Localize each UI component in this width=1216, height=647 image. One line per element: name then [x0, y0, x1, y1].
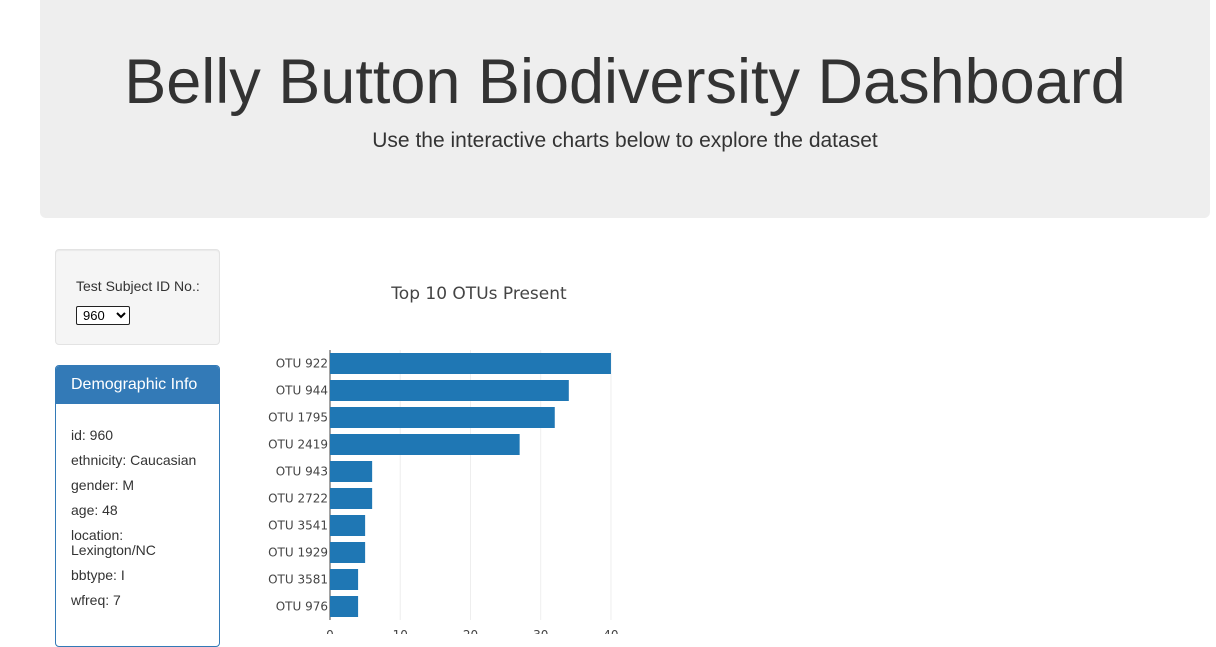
bar-otu-3581[interactable]: [330, 569, 359, 590]
x-tick-label: 30: [533, 628, 548, 634]
page-subtitle: Use the interactive charts below to expl…: [372, 129, 878, 152]
x-tick-label: 40: [603, 628, 618, 634]
bar-otu-976[interactable]: [330, 596, 359, 617]
demographic-info-body: id: 960 ethnicity: Caucasian gender: M a…: [56, 404, 219, 608]
y-tick-label: OTU 943: [276, 465, 328, 479]
header-jumbotron: Belly Button Biodiversity Dashboard Use …: [40, 0, 1210, 218]
bar-otu-1795[interactable]: [330, 407, 555, 428]
bar-otu-943[interactable]: [330, 461, 373, 482]
x-tick-label: 20: [463, 628, 478, 634]
subject-id-dropdown[interactable]: 960: [76, 306, 130, 325]
y-tick-label: OTU 922: [276, 357, 328, 371]
bar-otu-922[interactable]: [330, 353, 611, 374]
page-title: Belly Button Biodiversity Dashboard: [124, 47, 1126, 117]
demographic-info-heading: Demographic Info: [56, 366, 219, 404]
x-tick-label: 10: [393, 628, 408, 634]
demo-row-bbtype: bbtype: I: [71, 567, 125, 583]
bar-otu-2419[interactable]: [330, 434, 520, 455]
chart-title: Top 10 OTUs Present: [390, 284, 567, 304]
top-otus-bar-chart-svg[interactable]: Top 10 OTUs Present 0 10 20 30 40 OTU 922 OTU …: [250, 270, 650, 634]
demo-row-age: age: 48: [71, 502, 118, 518]
y-tick-label: OTU 1929: [268, 546, 328, 560]
demo-row-gender: gender: M: [71, 477, 135, 493]
bar-otu-3541[interactable]: [330, 515, 366, 536]
y-tick-label: OTU 2722: [268, 492, 328, 506]
y-tick-label: OTU 1795: [268, 411, 328, 425]
bar-otu-2722[interactable]: [330, 488, 373, 509]
subject-selector-label: Test Subject ID No.:: [76, 278, 200, 294]
subject-selector-panel: Test Subject ID No.: 960: [55, 249, 220, 345]
y-tick-label: OTU 976: [276, 600, 328, 614]
y-tick-label: OTU 944: [276, 384, 328, 398]
demo-row-id: id: 960: [71, 427, 114, 443]
demo-row-ethnicity: ethnicity: Caucasian: [71, 452, 197, 468]
y-tick-label: OTU 2419: [268, 438, 328, 452]
y-tick-label: OTU 3581: [268, 573, 328, 587]
x-tick-label: 0: [326, 628, 334, 634]
top-otus-bar-chart[interactable]: Top 10 OTUs Present 0 10 20 30 40 OTU 922 OTU …: [250, 270, 650, 634]
demographic-info-panel: Demographic Info id: 960 ethnicity: Cauc…: [55, 365, 220, 647]
bar-otu-944[interactable]: [330, 380, 569, 401]
demo-row-wfreq: wfreq: 7: [71, 592, 121, 608]
y-tick-label: OTU 3541: [268, 519, 328, 533]
bar-otu-1929[interactable]: [330, 542, 366, 563]
demo-row-location: location: Lexington/NC: [71, 527, 156, 558]
